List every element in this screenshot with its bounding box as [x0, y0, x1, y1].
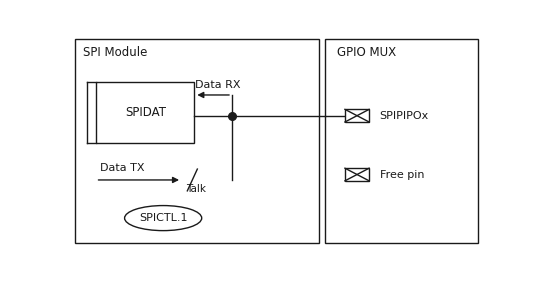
Bar: [325, 39, 478, 243]
Text: Free pin: Free pin: [379, 170, 424, 179]
Text: SPICTL.1: SPICTL.1: [139, 213, 187, 223]
Bar: [96, 82, 194, 143]
Ellipse shape: [125, 205, 202, 231]
Text: GPIO MUX: GPIO MUX: [337, 46, 397, 59]
Bar: [75, 39, 318, 243]
Text: Data TX: Data TX: [100, 163, 144, 173]
Bar: [345, 109, 369, 122]
Text: Talk: Talk: [187, 184, 207, 194]
Text: SPIPIPOx: SPIPIPOx: [379, 111, 429, 121]
Bar: [345, 168, 369, 181]
Text: SPIDAT: SPIDAT: [125, 106, 166, 119]
Text: Data RX: Data RX: [195, 80, 240, 89]
Text: SPI Module: SPI Module: [83, 46, 147, 59]
